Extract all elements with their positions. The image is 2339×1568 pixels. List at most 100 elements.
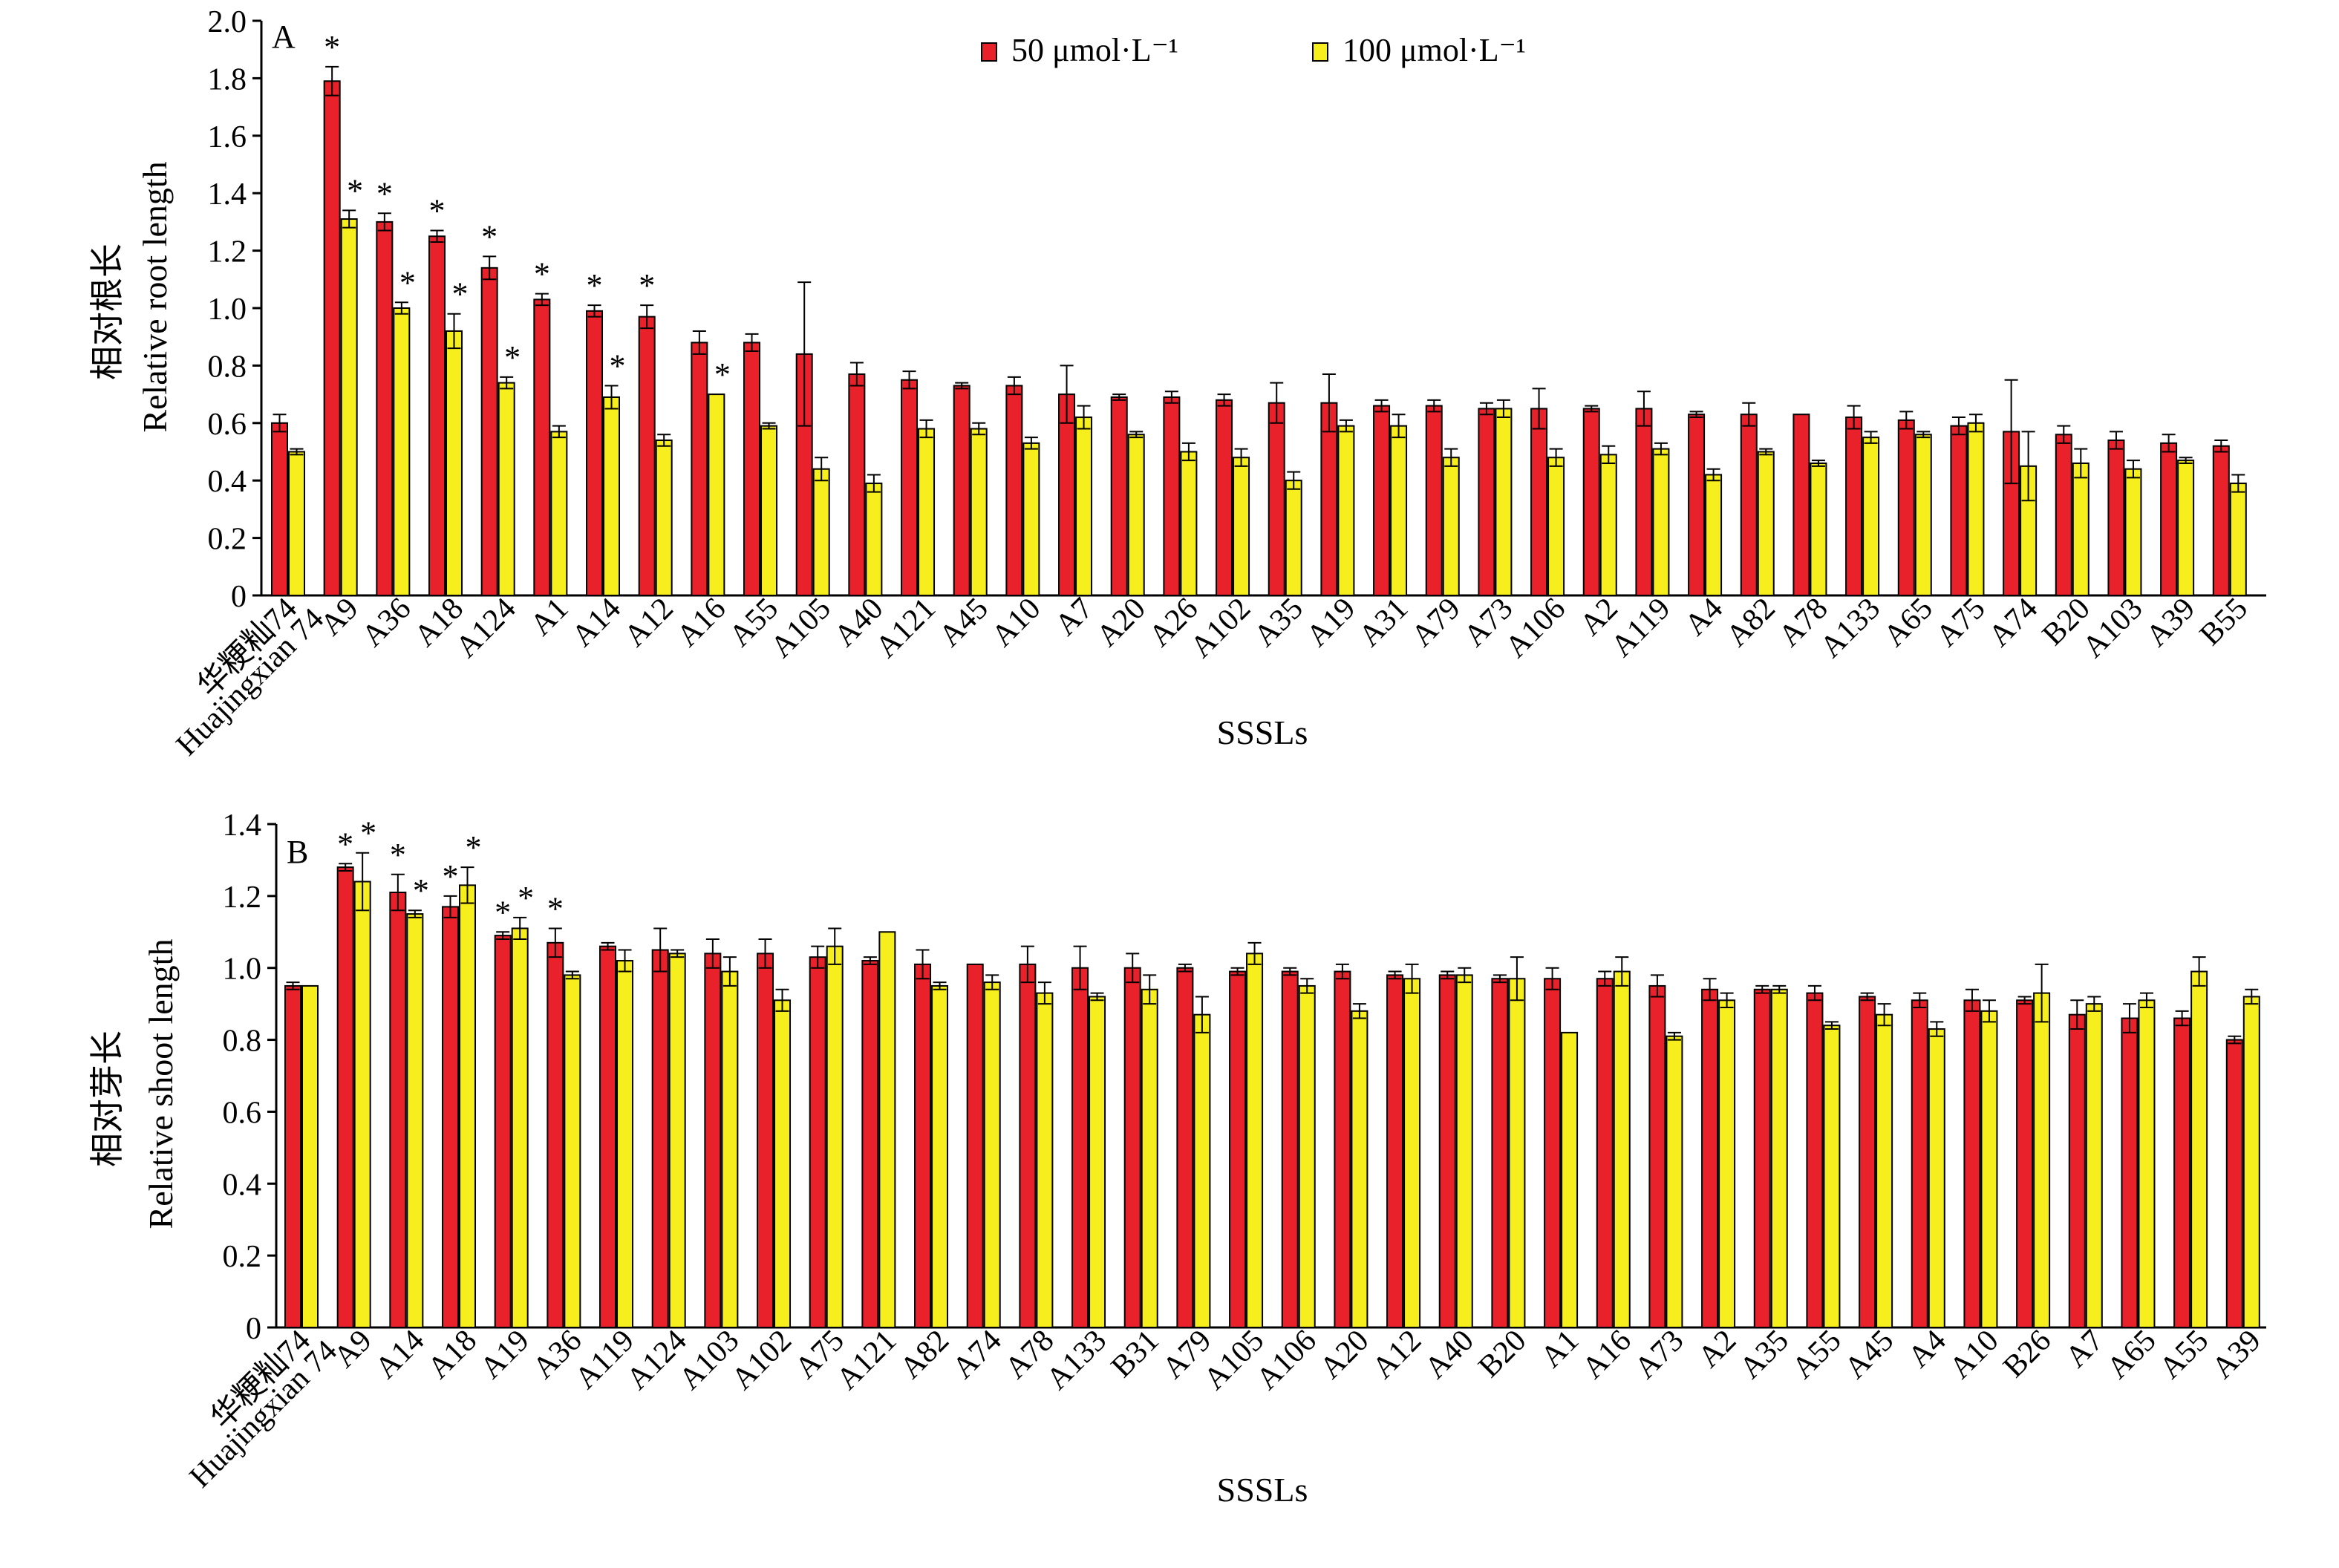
legend-label-100: 100 μmol·L⁻¹ xyxy=(1343,32,1526,68)
x-tick-label: A35 xyxy=(1247,592,1310,654)
x-tick-label: A14 xyxy=(369,1324,431,1386)
bar xyxy=(2212,445,2230,597)
x-tick-label: A40 xyxy=(1418,1324,1481,1386)
bar xyxy=(2124,468,2142,596)
bar xyxy=(1845,416,1863,596)
y-tick-label: 0.6 xyxy=(208,408,247,442)
y-axis-title: Relative shoot length xyxy=(142,939,180,1229)
bar xyxy=(271,422,288,596)
bar xyxy=(1810,462,1827,596)
bar xyxy=(1285,480,1302,597)
x-tick-label: A103 xyxy=(2076,592,2150,665)
bar xyxy=(1180,451,1198,596)
significance-star: * xyxy=(399,264,416,301)
bar xyxy=(1740,414,1758,596)
bar xyxy=(1390,425,1408,596)
bar xyxy=(494,935,512,1328)
bar xyxy=(1806,992,1824,1328)
bar xyxy=(406,913,424,1328)
bar xyxy=(931,984,949,1329)
x-tick-label: A12 xyxy=(618,592,680,654)
x-tick-label: A106 xyxy=(1499,592,1573,665)
bar xyxy=(2225,1039,2243,1328)
x-tick-label: A7 xyxy=(2059,1324,2110,1375)
x-tick-label: A4 xyxy=(1902,1324,1953,1375)
bar xyxy=(428,235,446,596)
bar xyxy=(1701,988,1719,1329)
x-tick-label: A16 xyxy=(671,592,733,654)
significance-star: * xyxy=(360,815,376,852)
x-tick-label: A7 xyxy=(1048,592,1100,643)
significance-star: * xyxy=(376,175,393,212)
bar xyxy=(812,468,830,596)
bar xyxy=(459,884,477,1329)
x-tick-label: A19 xyxy=(1300,592,1363,654)
significance-star: * xyxy=(610,347,626,384)
bar xyxy=(1298,984,1316,1329)
x-tick-label: A102 xyxy=(725,1324,799,1397)
significance-star: * xyxy=(587,267,603,304)
significance-star: * xyxy=(547,890,564,927)
x-tick-label: A45 xyxy=(933,592,995,654)
x-tick-label: A124 xyxy=(449,592,523,665)
legend: 50 μmol·L⁻¹ 100 μmol·L⁻¹ xyxy=(981,32,1526,68)
y-tick-label: 0.4 xyxy=(208,465,247,499)
bar xyxy=(774,999,792,1329)
bar xyxy=(1705,474,1723,597)
bar xyxy=(966,963,984,1329)
bar xyxy=(1547,457,1565,596)
y-tick-label: 0 xyxy=(246,1312,261,1346)
x-tick-label: A39 xyxy=(2205,1324,2268,1386)
bar xyxy=(1127,434,1145,597)
significance-star: * xyxy=(413,872,429,909)
significance-star: * xyxy=(504,339,521,376)
x-tick-label: A102 xyxy=(1184,592,1258,665)
x-tick-label: B55 xyxy=(2193,592,2254,653)
bar xyxy=(1859,996,1876,1328)
bar xyxy=(721,970,739,1328)
bar xyxy=(533,298,551,596)
significance-star: * xyxy=(495,894,511,930)
y-tick-label: 0.2 xyxy=(223,1240,262,1274)
bar xyxy=(1351,1010,1369,1329)
significance-star: * xyxy=(639,267,655,304)
bar xyxy=(1386,974,1404,1329)
y-axis-title-cn: 相对根长 xyxy=(88,244,126,380)
x-tick-label: A65 xyxy=(2101,1324,2163,1386)
bar xyxy=(442,906,460,1328)
x-tick-label: A10 xyxy=(1943,1324,2006,1386)
bar xyxy=(1911,999,1928,1329)
x-tick-label: A82 xyxy=(893,1324,956,1386)
x-tick-label: A119 xyxy=(569,1324,641,1396)
bar xyxy=(1216,399,1233,597)
x-tick-label: A35 xyxy=(1733,1324,1795,1386)
significance-star: * xyxy=(337,826,353,862)
bar xyxy=(1163,396,1181,596)
x-tick-label: A105 xyxy=(1198,1324,1271,1397)
x-tick-label: A20 xyxy=(1314,1324,1376,1386)
legend-swatch-100 xyxy=(1312,42,1328,62)
y-tick-label: 1.4 xyxy=(223,808,262,843)
significance-star: * xyxy=(452,276,469,313)
bar xyxy=(1141,988,1158,1329)
bar xyxy=(1337,425,1355,596)
x-tick-label: A55 xyxy=(2153,1324,2216,1386)
bar xyxy=(1334,970,1351,1328)
bar xyxy=(1666,1035,1683,1328)
bar xyxy=(1036,992,1054,1328)
bar xyxy=(983,981,1001,1328)
bar xyxy=(586,310,604,596)
bar xyxy=(1005,385,1023,596)
x-tick-label: A75 xyxy=(1930,592,1992,654)
bar xyxy=(1928,1028,1945,1328)
bar xyxy=(2160,442,2178,597)
significance-star: * xyxy=(443,858,459,895)
x-axis-title: SSSLs xyxy=(1217,713,1308,751)
bar xyxy=(1613,970,1631,1328)
bar xyxy=(1268,402,1285,597)
bar xyxy=(336,866,354,1328)
bar xyxy=(1508,978,1526,1328)
x-tick-label: A18 xyxy=(421,1324,483,1386)
legend-label-50: 50 μmol·L⁻¹ xyxy=(1011,32,1178,68)
